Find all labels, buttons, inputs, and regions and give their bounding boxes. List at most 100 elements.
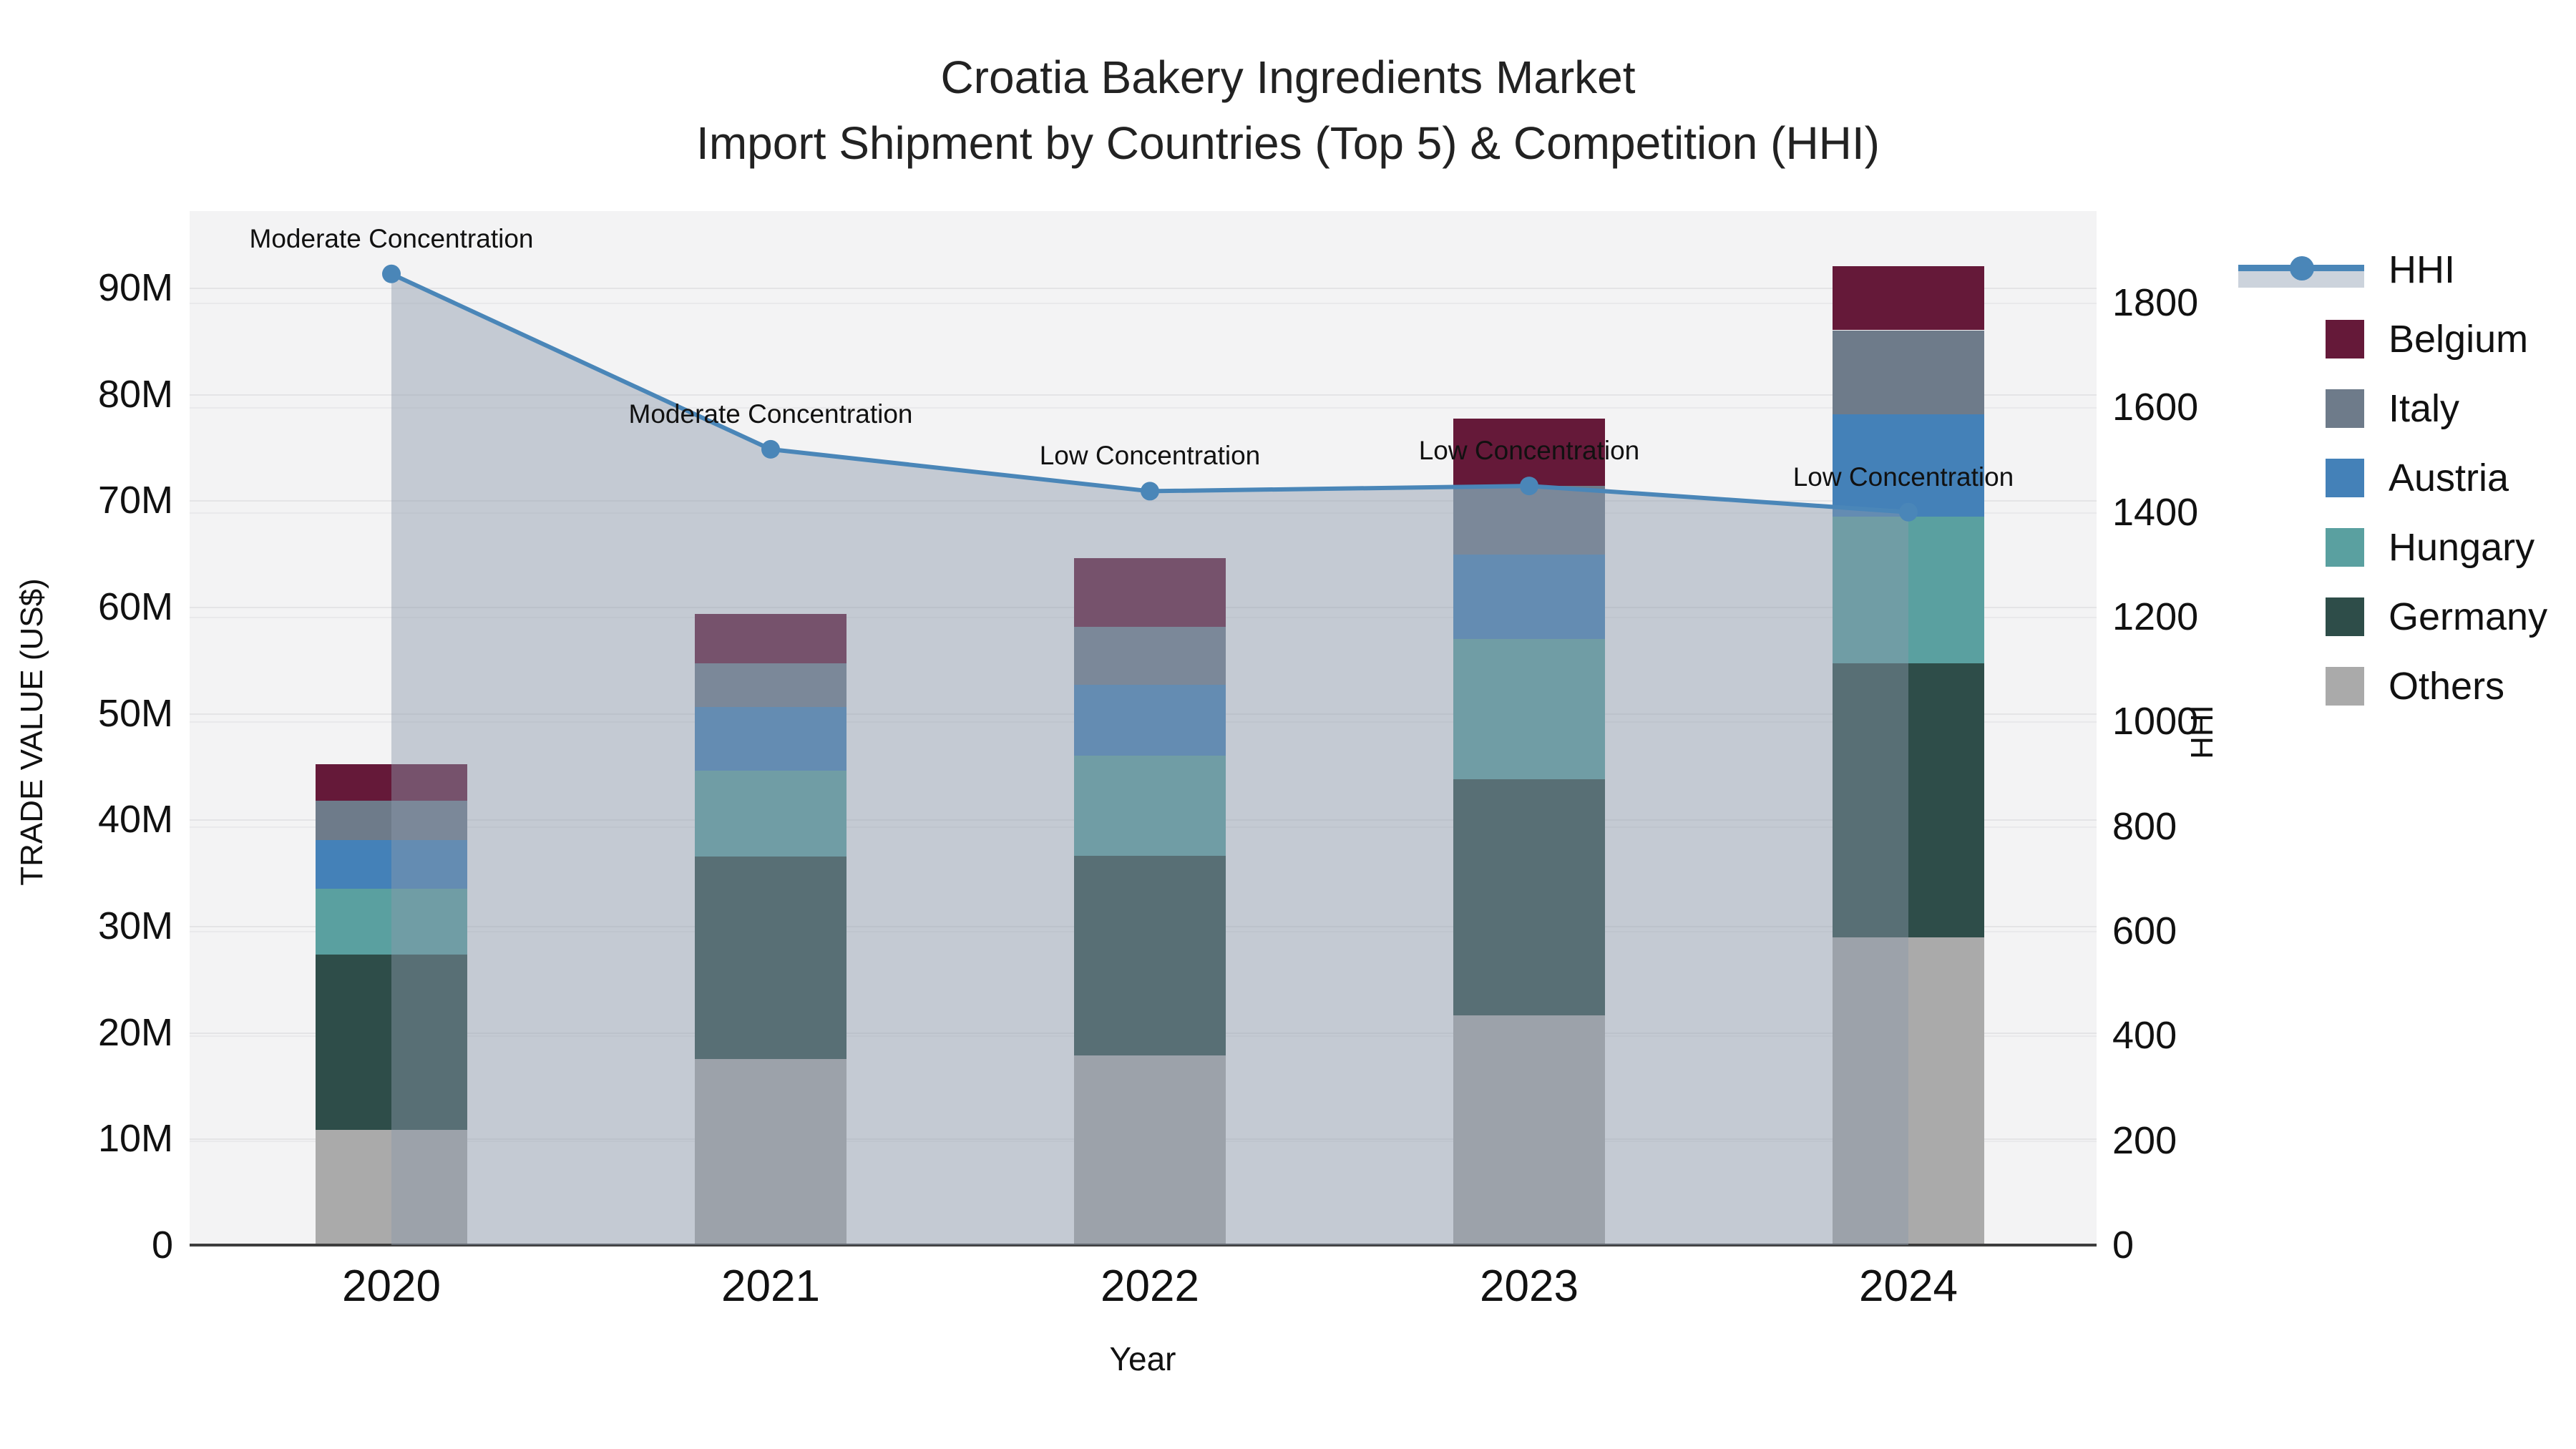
bar-segment-2021-hungary[interactable] [695, 770, 847, 857]
y-tick-right-800: 800 [2112, 804, 2177, 848]
x-tick-2020: 2020 [342, 1262, 441, 1311]
hhi-marker-2022[interactable] [1141, 482, 1159, 501]
y-tick-right-1000: 1000 [2112, 700, 2199, 743]
y-tick-right-1800: 1800 [2112, 281, 2199, 325]
x-tick-2023: 2023 [1480, 1262, 1579, 1311]
bar-segment-2023-austria[interactable] [1453, 555, 1605, 639]
bar-segment-2020-belgium[interactable] [316, 764, 467, 801]
annotation-2020: Moderate Concentration [249, 223, 534, 253]
bar-segment-2024-belgium[interactable] [1833, 266, 1984, 331]
y-tick-right-1600: 1600 [2112, 386, 2199, 429]
bar-segment-2023-hungary[interactable] [1453, 638, 1605, 779]
y-tick-left-90M: 90M [97, 266, 173, 310]
legend-item-austria[interactable]: Austria [2238, 443, 2547, 512]
annotation-2023: Low Concentration [1418, 436, 1640, 466]
x-tick-2022: 2022 [1101, 1262, 1199, 1311]
bar-segment-2020-hungary[interactable] [316, 888, 467, 955]
bar-segment-2022-italy[interactable] [1074, 627, 1226, 685]
legend-label-hhi: HHI [2389, 248, 2455, 291]
hhi-marker-2024[interactable] [1899, 502, 1918, 522]
x-tick-2021: 2021 [721, 1262, 820, 1311]
bar-segment-2024-germany[interactable] [1833, 663, 1984, 938]
legend-swatch-germany [2326, 597, 2364, 636]
legend: HHI Belgium Italy Austria Hungary Germany Othe… [2238, 235, 2547, 721]
legend-swatch-hungary [2326, 527, 2364, 567]
bar-segment-2023-italy[interactable] [1453, 485, 1605, 555]
y-tick-right-1400: 1400 [2112, 490, 2199, 534]
y-tick-left-60M: 60M [97, 585, 173, 629]
gridline-left-90M [190, 288, 2097, 290]
bar-segment-2020-italy[interactable] [316, 800, 467, 840]
hhi-marker-2020[interactable] [382, 264, 401, 283]
y-tick-left-50M: 50M [97, 691, 173, 735]
legend-item-italy[interactable]: Italy [2238, 374, 2547, 443]
y-tick-left-20M: 20M [97, 1010, 173, 1054]
x-tick-2024: 2024 [1859, 1262, 1958, 1311]
hhi-marker-swatch [2290, 255, 2314, 280]
bar-segment-2024-others[interactable] [1833, 937, 1984, 1245]
y-tick-left-70M: 70M [97, 479, 173, 522]
hhi-line-swatch-icon [2238, 250, 2364, 289]
legend-item-hhi[interactable]: HHI [2238, 235, 2547, 304]
legend-label-belgium: Belgium [2389, 317, 2529, 361]
legend-swatch-belgium [2326, 319, 2364, 358]
chart-title: Croatia Bakery Ingredients Market Import… [0, 44, 2576, 176]
bar-segment-2022-germany[interactable] [1074, 855, 1226, 1056]
y-tick-left-0: 0 [151, 1224, 173, 1267]
legend-swatch-italy [2326, 389, 2364, 428]
bar-segment-2021-belgium[interactable] [695, 614, 847, 663]
bar-segment-2023-others[interactable] [1453, 1015, 1605, 1245]
legend-item-germany[interactable]: Germany [2238, 582, 2547, 651]
chart-title-line2: Import Shipment by Countries (Top 5) & C… [696, 117, 1880, 169]
hhi-marker-2023[interactable] [1520, 477, 1538, 496]
bar-segment-2020-austria[interactable] [316, 839, 467, 889]
y-tick-right-600: 600 [2112, 909, 2177, 952]
legend-label-italy: Italy [2389, 386, 2460, 430]
bar-segment-2023-germany[interactable] [1453, 779, 1605, 1015]
legend-swatch-others [2326, 666, 2364, 706]
legend-item-hungary[interactable]: Hungary [2238, 512, 2547, 582]
bar-segment-2022-austria[interactable] [1074, 684, 1226, 756]
bar-segment-2021-austria[interactable] [695, 706, 847, 771]
annotation-2021: Moderate Concentration [628, 399, 913, 429]
bar-segment-2021-germany[interactable] [695, 857, 847, 1059]
chart-title-line1: Croatia Bakery Ingredients Market [940, 52, 1636, 103]
bar-segment-2022-belgium[interactable] [1074, 557, 1226, 628]
annotation-2024: Low Concentration [1792, 462, 2014, 492]
y-tick-right-0: 0 [2112, 1224, 2135, 1267]
plot-area [190, 211, 2097, 1245]
y-tick-left-30M: 30M [97, 904, 173, 947]
legend-label-germany: Germany [2389, 595, 2548, 638]
legend-item-others[interactable]: Others [2238, 651, 2547, 721]
legend-label-austria: Austria [2389, 456, 2509, 499]
gridline-left-70M [190, 500, 2097, 502]
gridline-right-1800 [190, 303, 2097, 305]
gridline-left-80M [190, 394, 2097, 396]
bar-segment-2021-others[interactable] [695, 1058, 847, 1245]
legend-label-others: Others [2389, 664, 2505, 708]
bar-segment-2020-germany[interactable] [316, 955, 467, 1131]
legend-item-belgium[interactable]: Belgium [2238, 304, 2547, 374]
y-tick-right-1200: 1200 [2112, 595, 2199, 639]
x-axis-title: Year [1109, 1340, 1176, 1377]
bar-segment-2021-italy[interactable] [695, 663, 847, 707]
bar-segment-2024-italy[interactable] [1833, 330, 1984, 414]
legend-label-hungary: Hungary [2389, 525, 2535, 569]
gridline-right-1400 [190, 512, 2097, 514]
legend-swatch-austria [2326, 458, 2364, 497]
bar-segment-2022-hungary[interactable] [1074, 756, 1226, 856]
annotation-2022: Low Concentration [1039, 441, 1261, 471]
gridline-right-1600 [190, 407, 2097, 409]
y-tick-left-10M: 10M [97, 1117, 173, 1161]
bar-segment-2022-others[interactable] [1074, 1055, 1226, 1245]
bar-segment-2024-hungary[interactable] [1833, 516, 1984, 663]
x-axis-line [190, 1244, 2097, 1246]
y-tick-left-80M: 80M [97, 372, 173, 416]
y-axis-title-right: HHI [2185, 705, 2220, 759]
y-tick-right-400: 400 [2112, 1014, 2177, 1058]
bar-segment-2020-others[interactable] [316, 1130, 467, 1245]
hhi-marker-2021[interactable] [761, 439, 780, 459]
y-tick-left-40M: 40M [97, 798, 173, 841]
y-axis-title-left: TRADE VALUE (US$) [14, 578, 49, 886]
